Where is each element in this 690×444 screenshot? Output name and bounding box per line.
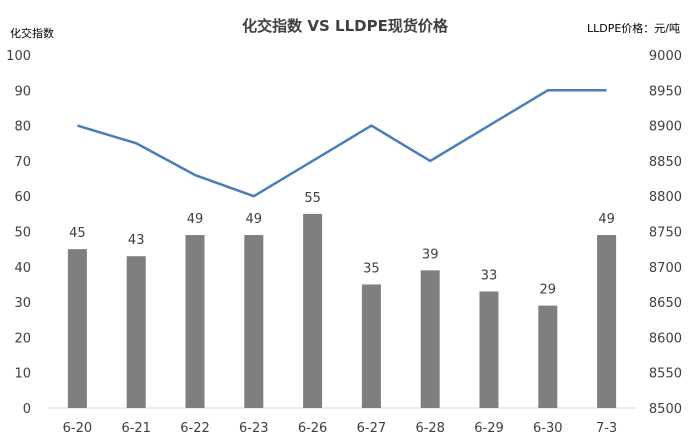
- bar-value-label: 39: [422, 247, 439, 262]
- chart-title: 化交指数 VS LLDPE现货价格: [242, 17, 449, 35]
- bar: [303, 213, 323, 408]
- right-tick-label: 8900: [649, 120, 682, 135]
- bar-value-label: 45: [69, 226, 86, 241]
- left-tick-label: 0: [23, 402, 31, 417]
- right-tick-label: 8750: [649, 226, 682, 241]
- x-tick-label: 6-29: [474, 421, 504, 436]
- x-axis: 6-20 6-21 6-22 6-23 6-26 6-27 6-28 6-29 6-30 7-3: [63, 421, 618, 436]
- bar-value-label: 55: [304, 191, 321, 206]
- bar-value-label: 43: [128, 233, 145, 248]
- x-tick-label: 6-26: [298, 421, 328, 436]
- x-tick-label: 6-20: [63, 421, 93, 436]
- right-axis: 8500 8550 8600 8650 8700 8750 8800 8850 8900 8950…: [649, 49, 682, 417]
- left-tick-label: 80: [14, 120, 31, 135]
- right-tick-label: 8600: [649, 331, 682, 346]
- bar-value-label: 29: [540, 283, 557, 298]
- left-tick-label: 70: [14, 155, 31, 170]
- right-tick-label: 9000: [649, 49, 682, 64]
- left-axis: 0 10 20 30 40 50 60 70 80 90 100: [6, 49, 31, 417]
- left-tick-label: 30: [14, 296, 31, 311]
- right-tick-label: 8500: [649, 402, 682, 417]
- right-axis-title: LLDPE价格：元/吨: [587, 21, 680, 35]
- right-tick-label: 8950: [649, 84, 682, 99]
- bar-value-label: 35: [363, 261, 380, 276]
- right-tick-label: 8700: [649, 261, 682, 276]
- right-tick-label: 8650: [649, 296, 682, 311]
- bar: [479, 291, 499, 408]
- left-axis-title: 化交指数: [10, 26, 54, 40]
- bar-series: [67, 213, 617, 408]
- x-tick-label: 6-21: [121, 421, 151, 436]
- bar-value-label: 49: [246, 212, 263, 227]
- price-line: [77, 89, 607, 198]
- bar: [361, 284, 381, 408]
- right-tick-label: 8550: [649, 367, 682, 382]
- bar: [67, 249, 87, 408]
- right-tick-label: 8850: [649, 155, 682, 170]
- x-tick-label: 7-3: [596, 421, 617, 436]
- bar: [244, 235, 264, 408]
- left-tick-label: 40: [14, 261, 31, 276]
- left-tick-label: 60: [14, 190, 31, 205]
- bar: [597, 235, 617, 408]
- left-tick-label: 100: [6, 49, 31, 64]
- x-tick-label: 6-30: [533, 421, 563, 436]
- left-tick-label: 90: [14, 84, 31, 99]
- bar-value-label: 49: [187, 212, 204, 227]
- bar-value-label: 49: [598, 212, 615, 227]
- x-tick-label: 6-27: [357, 421, 387, 436]
- bar: [126, 256, 146, 408]
- x-tick-label: 6-28: [415, 421, 445, 436]
- bar: [185, 235, 205, 408]
- bar: [420, 270, 440, 408]
- left-tick-label: 50: [14, 226, 31, 241]
- left-tick-label: 20: [14, 331, 31, 346]
- bar-data-labels: 45 43 49 49 55 35 39 33 29 49: [69, 191, 615, 298]
- x-tick-label: 6-22: [180, 421, 210, 436]
- bar-value-label: 33: [481, 269, 498, 284]
- line-series: [77, 89, 607, 198]
- x-tick-label: 6-23: [239, 421, 269, 436]
- left-tick-label: 10: [14, 367, 31, 382]
- bar: [538, 305, 558, 408]
- right-tick-label: 8800: [649, 190, 682, 205]
